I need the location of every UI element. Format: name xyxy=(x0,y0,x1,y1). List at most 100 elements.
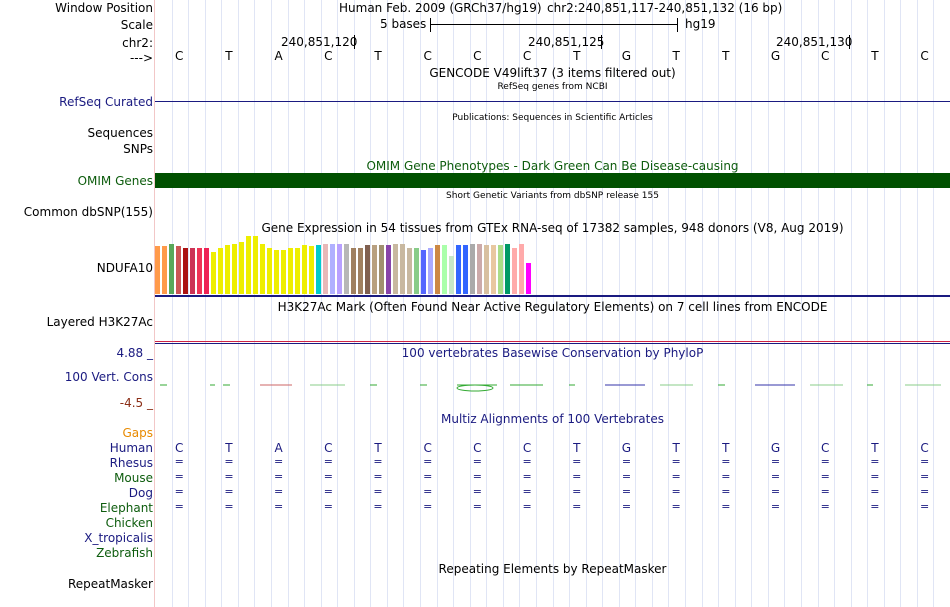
gtex-tissue-bar[interactable] xyxy=(316,245,321,294)
gtex-tissue-bar[interactable] xyxy=(435,245,440,294)
grid-line xyxy=(519,0,521,607)
gtex-tissue-bar[interactable] xyxy=(253,236,258,294)
common-dbsnp-label[interactable]: Common dbSNP(155) xyxy=(23,205,153,219)
gtex-tissue-bar[interactable] xyxy=(323,244,328,294)
gtex-tissue-bar[interactable] xyxy=(365,245,370,294)
omim-track-title[interactable]: OMIM Gene Phenotypes - Dark Green Can Be… xyxy=(366,159,739,173)
gtex-tissue-bar[interactable] xyxy=(470,244,475,294)
gtex-tissue-bar[interactable] xyxy=(498,245,503,294)
species-label[interactable]: Zebrafish xyxy=(96,546,153,560)
gtex-tissue-bar[interactable] xyxy=(267,248,272,294)
gtex-tissue-bar[interactable] xyxy=(421,250,426,294)
conservation-label[interactable]: 100 Vert. Cons xyxy=(64,370,153,384)
repeatmasker-track-title[interactable]: Repeating Elements by RepeatMasker xyxy=(438,562,667,576)
gtex-tissue-bar[interactable] xyxy=(162,246,167,294)
gtex-tissue-bar[interactable] xyxy=(204,248,209,294)
gtex-tissue-bar[interactable] xyxy=(344,244,349,294)
gtex-track-title[interactable]: Gene Expression in 54 tissues from GTEx … xyxy=(261,221,844,235)
gtex-tissue-bar[interactable] xyxy=(239,242,244,294)
species-label[interactable]: Elephant xyxy=(99,501,153,515)
gtex-tissue-bar[interactable] xyxy=(449,256,454,294)
gtex-tissue-bar[interactable] xyxy=(211,252,216,294)
gtex-tissue-bar[interactable] xyxy=(526,263,531,294)
layered-h3k27ac-label[interactable]: Layered H3K27Ac xyxy=(46,315,153,329)
base-letter: T xyxy=(871,49,879,63)
gtex-tissue-bar[interactable] xyxy=(337,244,342,294)
gtex-tissue-bar[interactable] xyxy=(197,248,202,294)
gtex-tissue-bar[interactable] xyxy=(274,250,279,294)
conservation-track-title[interactable]: 100 vertebrates Basewise Conservation by… xyxy=(401,346,704,360)
base-letter: G xyxy=(621,49,632,63)
omim-feature-bar[interactable] xyxy=(155,173,950,188)
gtex-tissue-bar[interactable] xyxy=(281,250,286,294)
repeatmasker-label[interactable]: RepeatMasker xyxy=(67,577,153,591)
gtex-tissue-bar[interactable] xyxy=(491,245,496,294)
base-letter: C xyxy=(324,49,333,63)
human-base-letter: T xyxy=(225,441,233,455)
snps-label[interactable]: SNPs xyxy=(123,142,153,156)
h3k27ac-track-title[interactable]: H3K27Ac Mark (Often Found Near Active Re… xyxy=(277,300,828,314)
species-label[interactable]: Mouse xyxy=(114,471,153,485)
gtex-tissue-bar[interactable] xyxy=(477,244,482,294)
gtex-tissue-bar[interactable] xyxy=(169,244,174,294)
gtex-tissue-bar[interactable] xyxy=(358,248,363,294)
omim-genes-label[interactable]: OMIM Genes xyxy=(77,174,153,188)
species-label[interactable]: X_tropicalis xyxy=(84,531,153,545)
publications-track-title[interactable]: Publications: Sequences in Scientific Ar… xyxy=(452,113,653,123)
gtex-tissue-bar[interactable] xyxy=(386,245,391,294)
gtex-tissue-bar[interactable] xyxy=(302,245,307,294)
gtex-tissue-bar[interactable] xyxy=(442,245,447,294)
alignment-match-mark: = xyxy=(522,470,532,483)
gtex-tissue-bar[interactable] xyxy=(519,244,524,294)
gtex-tissue-bar[interactable] xyxy=(330,244,335,294)
gtex-tissue-bar[interactable] xyxy=(512,248,517,294)
gtex-tissue-bar[interactable] xyxy=(246,236,251,294)
multiz-track-title[interactable]: Multiz Alignments of 100 Vertebrates xyxy=(440,412,665,426)
gtex-tissue-bar[interactable] xyxy=(155,246,160,294)
gaps-label[interactable]: Gaps xyxy=(122,426,153,440)
gtex-tissue-bar[interactable] xyxy=(372,245,377,294)
grid-line xyxy=(900,0,902,607)
gtex-tissue-bar[interactable] xyxy=(176,246,181,294)
refseq-curated-label[interactable]: RefSeq Curated xyxy=(59,95,153,109)
gtex-tissue-bar[interactable] xyxy=(288,248,293,294)
gtex-tissue-bar[interactable] xyxy=(484,245,489,294)
species-label[interactable]: Human xyxy=(109,441,153,455)
species-label[interactable]: Rhesus xyxy=(109,456,153,470)
gtex-tissue-bar[interactable] xyxy=(463,245,468,294)
gtex-tissue-bar[interactable] xyxy=(400,244,405,294)
species-label[interactable]: Chicken xyxy=(105,516,153,530)
human-base-letter: T xyxy=(672,441,680,455)
species-label[interactable]: Dog xyxy=(128,486,153,500)
gtex-tissue-bar[interactable] xyxy=(309,246,314,294)
gtex-tissue-bar[interactable] xyxy=(218,248,223,294)
gtex-tissue-bar[interactable] xyxy=(414,248,419,294)
gtex-expression-bars[interactable] xyxy=(155,236,535,294)
base-letter: C xyxy=(423,49,432,63)
gtex-tissue-bar[interactable] xyxy=(428,248,433,294)
dbsnp-track-title[interactable]: Short Genetic Variants from dbSNP releas… xyxy=(446,191,659,201)
gtex-tissue-bar[interactable] xyxy=(295,248,300,294)
gtex-tissue-bar[interactable] xyxy=(407,248,412,294)
gtex-tissue-bar[interactable] xyxy=(379,245,384,294)
gtex-gene-label[interactable]: NDUFA10 xyxy=(96,261,153,275)
gtex-tissue-bar[interactable] xyxy=(505,244,510,294)
conservation-wiggle-plot[interactable] xyxy=(155,378,950,394)
alignment-match-mark: = xyxy=(572,485,582,498)
gtex-tissue-bar[interactable] xyxy=(260,244,265,294)
gtex-tissue-bar[interactable] xyxy=(393,244,398,294)
alignment-match-mark: = xyxy=(671,485,681,498)
alignment-match-mark: = xyxy=(572,500,582,513)
gtex-tissue-bar[interactable] xyxy=(183,248,188,294)
alignment-match-mark: = xyxy=(174,500,184,513)
gtex-tissue-bar[interactable] xyxy=(232,244,237,294)
gtex-tissue-bar[interactable] xyxy=(190,248,195,294)
gtex-tissue-bar[interactable] xyxy=(225,245,230,294)
gtex-tissue-bar[interactable] xyxy=(456,245,461,294)
sequences-label[interactable]: Sequences xyxy=(87,126,153,140)
gencode-track-title[interactable]: GENCODE V49lift37 (3 items filtered out) xyxy=(429,66,676,80)
gtex-tissue-bar[interactable] xyxy=(351,248,356,294)
refseq-track-subtitle[interactable]: RefSeq genes from NCBI xyxy=(497,82,608,92)
grid-line xyxy=(469,0,471,607)
